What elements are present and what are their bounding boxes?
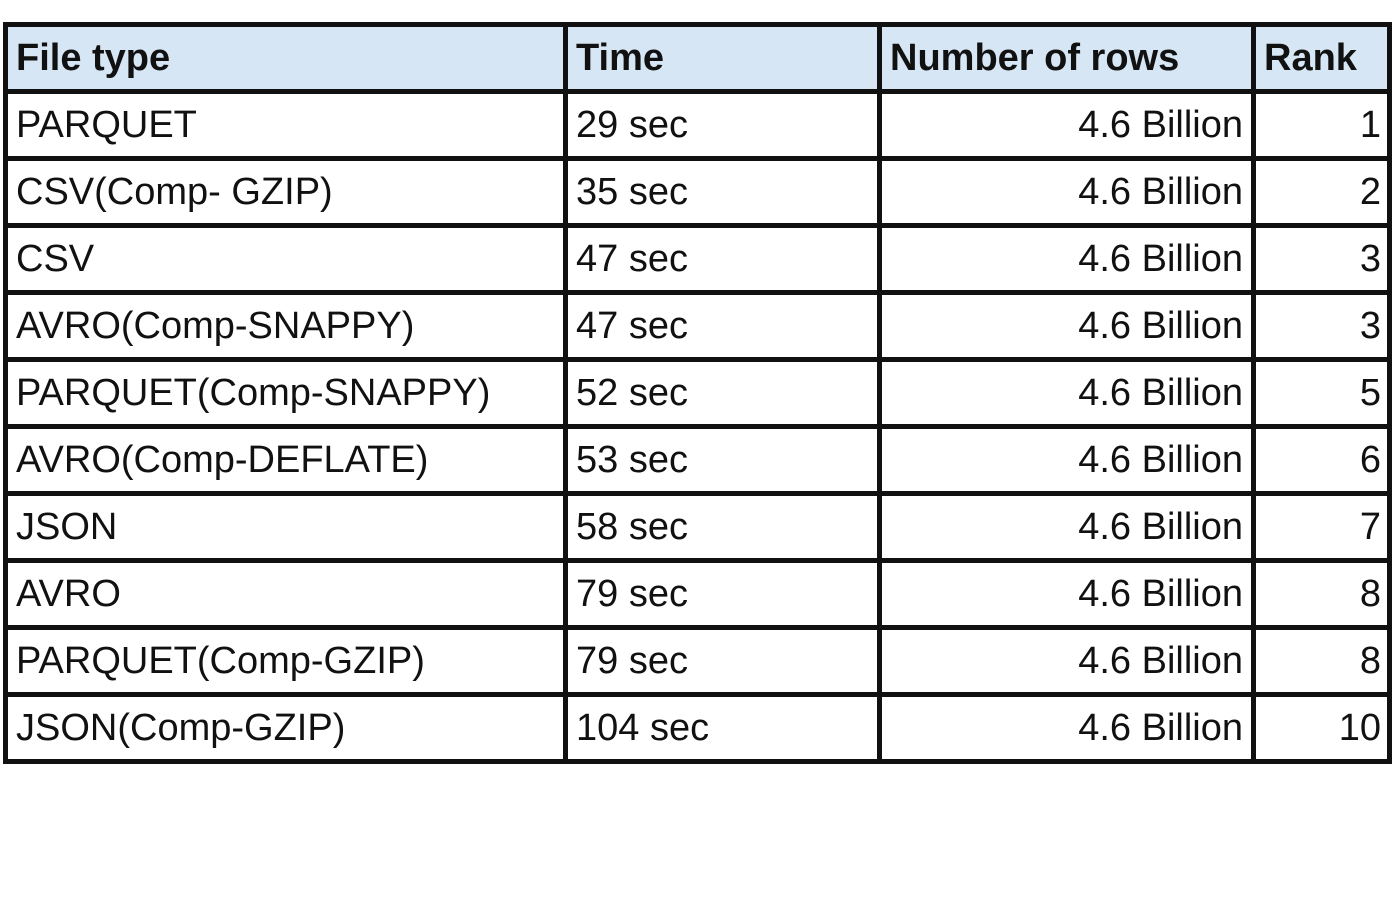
table-row: JSON 58 sec 4.6 Billion 7: [3, 491, 1392, 563]
cell-file-type: JSON: [3, 491, 568, 563]
cell-file-type: JSON(Comp-GZIP): [3, 692, 568, 764]
header-file-type: File type: [3, 22, 568, 94]
cell-rank: 3: [1251, 223, 1392, 295]
table-row: CSV(Comp- GZIP) 35 sec 4.6 Billion 2: [3, 156, 1392, 228]
cell-file-type: CSV: [3, 223, 568, 295]
header-rank: Rank: [1251, 22, 1392, 94]
table-row: PARQUET(Comp-SNAPPY) 52 sec 4.6 Billion …: [3, 357, 1392, 429]
cell-number-of-rows: 4.6 Billion: [877, 692, 1256, 764]
cell-time: 53 sec: [563, 424, 882, 496]
table-row: PARQUET 29 sec 4.6 Billion 1: [3, 89, 1392, 161]
cell-rank: 2: [1251, 156, 1392, 228]
header-row: File type Time Number of rows Rank: [3, 22, 1392, 94]
cell-number-of-rows: 4.6 Billion: [877, 290, 1256, 362]
cell-file-type: PARQUET: [3, 89, 568, 161]
cell-time: 52 sec: [563, 357, 882, 429]
cell-time: 104 sec: [563, 692, 882, 764]
cell-number-of-rows: 4.6 Billion: [877, 357, 1256, 429]
cell-number-of-rows: 4.6 Billion: [877, 491, 1256, 563]
cell-number-of-rows: 4.6 Billion: [877, 558, 1256, 630]
cell-time: 29 sec: [563, 89, 882, 161]
cell-file-type: PARQUET(Comp-GZIP): [3, 625, 568, 697]
cell-rank: 6: [1251, 424, 1392, 496]
cell-file-type: AVRO(Comp-SNAPPY): [3, 290, 568, 362]
cell-file-type: PARQUET(Comp-SNAPPY): [3, 357, 568, 429]
table-row: CSV 47 sec 4.6 Billion 3: [3, 223, 1392, 295]
cell-number-of-rows: 4.6 Billion: [877, 223, 1256, 295]
cell-time: 79 sec: [563, 558, 882, 630]
cell-rank: 10: [1251, 692, 1392, 764]
cell-time: 47 sec: [563, 290, 882, 362]
cell-number-of-rows: 4.6 Billion: [877, 424, 1256, 496]
cell-file-type: AVRO: [3, 558, 568, 630]
cell-rank: 8: [1251, 625, 1392, 697]
cell-rank: 1: [1251, 89, 1392, 161]
table-row: PARQUET(Comp-GZIP) 79 sec 4.6 Billion 8: [3, 625, 1392, 697]
table-row: JSON(Comp-GZIP) 104 sec 4.6 Billion 10: [3, 692, 1392, 764]
cell-rank: 7: [1251, 491, 1392, 563]
cell-number-of-rows: 4.6 Billion: [877, 156, 1256, 228]
cell-rank: 5: [1251, 357, 1392, 429]
header-number-of-rows: Number of rows: [877, 22, 1256, 94]
table-row: AVRO 79 sec 4.6 Billion 8: [3, 558, 1392, 630]
cell-rank: 3: [1251, 290, 1392, 362]
results-table-container: File type Time Number of rows Rank PARQU…: [3, 22, 1392, 764]
cell-time: 47 sec: [563, 223, 882, 295]
file-format-comparison-table: File type Time Number of rows Rank PARQU…: [3, 22, 1392, 764]
cell-time: 35 sec: [563, 156, 882, 228]
cell-time: 79 sec: [563, 625, 882, 697]
cell-file-type: CSV(Comp- GZIP): [3, 156, 568, 228]
header-time: Time: [563, 22, 882, 94]
table-row: AVRO(Comp-DEFLATE) 53 sec 4.6 Billion 6: [3, 424, 1392, 496]
cell-number-of-rows: 4.6 Billion: [877, 625, 1256, 697]
table-row: AVRO(Comp-SNAPPY) 47 sec 4.6 Billion 3: [3, 290, 1392, 362]
cell-time: 58 sec: [563, 491, 882, 563]
cell-file-type: AVRO(Comp-DEFLATE): [3, 424, 568, 496]
cell-number-of-rows: 4.6 Billion: [877, 89, 1256, 161]
cell-rank: 8: [1251, 558, 1392, 630]
